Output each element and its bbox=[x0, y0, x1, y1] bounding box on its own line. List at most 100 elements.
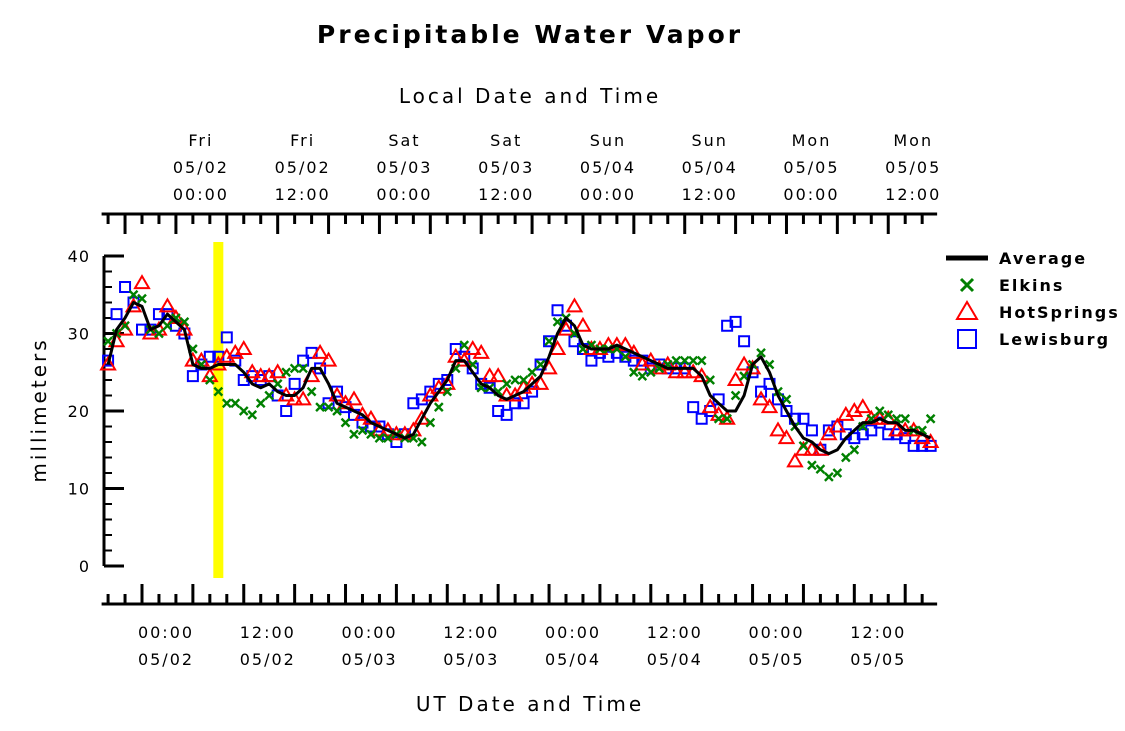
top-tick-date: 05/04 bbox=[580, 158, 636, 177]
point-elkins bbox=[739, 371, 749, 381]
top-tick-day: Fri bbox=[290, 131, 315, 150]
point-elkins bbox=[128, 289, 139, 300]
point-elkins bbox=[807, 460, 817, 471]
point-lewisburg bbox=[220, 331, 233, 344]
y-tick-label: 10 bbox=[68, 480, 90, 499]
y-tick-label: 30 bbox=[68, 325, 90, 344]
point-elkins bbox=[645, 367, 656, 378]
point-elkins bbox=[679, 355, 690, 366]
point-elkins bbox=[849, 444, 860, 455]
point-lewisburg bbox=[186, 370, 199, 383]
point-hotsprings bbox=[667, 363, 685, 379]
top-tick-day: Sun bbox=[590, 131, 626, 150]
point-lewisburg bbox=[407, 397, 420, 410]
bottom-tick-time: 00:00 bbox=[545, 623, 601, 642]
series-elkins bbox=[103, 289, 936, 482]
point-lewisburg bbox=[585, 354, 598, 367]
bottom-tick-date: 05/02 bbox=[240, 650, 296, 669]
point-lewisburg bbox=[780, 405, 793, 417]
point-elkins bbox=[204, 375, 215, 385]
series-average bbox=[106, 301, 932, 456]
point-lewisburg bbox=[568, 335, 581, 348]
point-elkins bbox=[315, 402, 325, 412]
top-tick-day: Mon bbox=[792, 131, 832, 150]
point-lewisburg bbox=[551, 304, 564, 317]
series-line-average bbox=[106, 301, 932, 456]
point-lewisburg bbox=[280, 405, 293, 417]
bottom-axis-title: UT Date and Time bbox=[416, 692, 644, 716]
legend-label-hotsprings: HotSprings bbox=[999, 303, 1120, 322]
top-tick-time: 00:00 bbox=[376, 185, 432, 204]
point-lewisburg bbox=[738, 335, 751, 348]
top-tick-day: Sat bbox=[388, 131, 420, 150]
top-tick-date: 05/03 bbox=[478, 158, 534, 177]
point-lewisburg bbox=[695, 412, 708, 425]
bottom-tick-date: 05/05 bbox=[850, 650, 906, 669]
point-hotsprings bbox=[803, 440, 821, 456]
point-elkins bbox=[824, 472, 834, 482]
bottom-tick-date: 05/03 bbox=[443, 650, 499, 669]
point-lewisburg bbox=[517, 397, 530, 410]
point-elkins bbox=[374, 433, 385, 443]
point-lewisburg bbox=[899, 432, 912, 445]
y-tick-label: 0 bbox=[79, 557, 90, 576]
y-tick-label: 40 bbox=[68, 247, 90, 266]
point-hotsprings bbox=[871, 409, 889, 425]
bottom-tick-time: 00:00 bbox=[749, 623, 805, 642]
point-elkins bbox=[213, 386, 224, 397]
point-elkins bbox=[883, 410, 894, 420]
point-hotsprings bbox=[413, 409, 431, 425]
point-elkins bbox=[518, 375, 529, 385]
point-elkins bbox=[323, 402, 334, 412]
point-lewisburg bbox=[136, 323, 148, 336]
top-tick-date: 05/03 bbox=[376, 158, 432, 177]
point-lewisburg bbox=[916, 439, 929, 452]
chart-title: Precipitable Water Vapor bbox=[317, 20, 743, 49]
point-hotsprings bbox=[294, 390, 312, 406]
point-hotsprings bbox=[820, 425, 838, 441]
point-elkins bbox=[781, 394, 792, 405]
point-hotsprings bbox=[769, 421, 787, 437]
point-elkins bbox=[510, 375, 520, 385]
top-tick-time: 00:00 bbox=[173, 185, 229, 204]
bottom-tick-time: 12:00 bbox=[443, 623, 499, 642]
point-hotsprings bbox=[760, 398, 779, 414]
legend-swatch-hotsprings bbox=[955, 300, 979, 320]
point-elkins bbox=[620, 351, 631, 362]
point-hotsprings bbox=[319, 351, 338, 367]
point-elkins bbox=[221, 398, 232, 409]
point-lewisburg bbox=[687, 401, 700, 414]
point-elkins bbox=[357, 425, 368, 436]
legend: Average Elkins HotSprings Lewisburg bbox=[946, 249, 1120, 349]
bottom-tick-date: 05/05 bbox=[749, 650, 805, 669]
point-lewisburg bbox=[721, 319, 734, 332]
point-elkins bbox=[162, 320, 173, 331]
legend-label-elkins: Elkins bbox=[999, 276, 1064, 295]
point-hotsprings bbox=[887, 421, 906, 437]
point-elkins bbox=[433, 402, 444, 412]
point-hotsprings bbox=[489, 367, 507, 383]
point-lewisburg bbox=[500, 408, 513, 421]
bottom-tick-time: 00:00 bbox=[341, 623, 397, 642]
point-hotsprings bbox=[99, 355, 117, 371]
bottom-tick-date: 05/04 bbox=[647, 650, 703, 669]
top-tick-date: 05/05 bbox=[783, 158, 839, 177]
point-elkins bbox=[238, 406, 249, 416]
point-elkins bbox=[544, 336, 554, 347]
point-hotsprings bbox=[523, 374, 541, 390]
y-tick-label: 20 bbox=[68, 402, 90, 421]
bottom-tick-time: 12:00 bbox=[850, 623, 906, 642]
point-hotsprings bbox=[752, 390, 770, 406]
point-hotsprings bbox=[921, 433, 940, 448]
y-axis-title: millimeters bbox=[27, 337, 51, 482]
series-hotsprings bbox=[99, 274, 940, 468]
top-tick-date: 05/02 bbox=[275, 158, 331, 177]
point-elkins bbox=[230, 398, 241, 409]
point-hotsprings bbox=[133, 274, 151, 290]
point-hotsprings bbox=[158, 297, 177, 313]
point-elkins bbox=[442, 386, 453, 397]
point-elkins bbox=[832, 468, 843, 478]
top-tick-day: Mon bbox=[893, 131, 933, 150]
point-elkins bbox=[713, 413, 724, 424]
point-elkins bbox=[696, 355, 707, 366]
